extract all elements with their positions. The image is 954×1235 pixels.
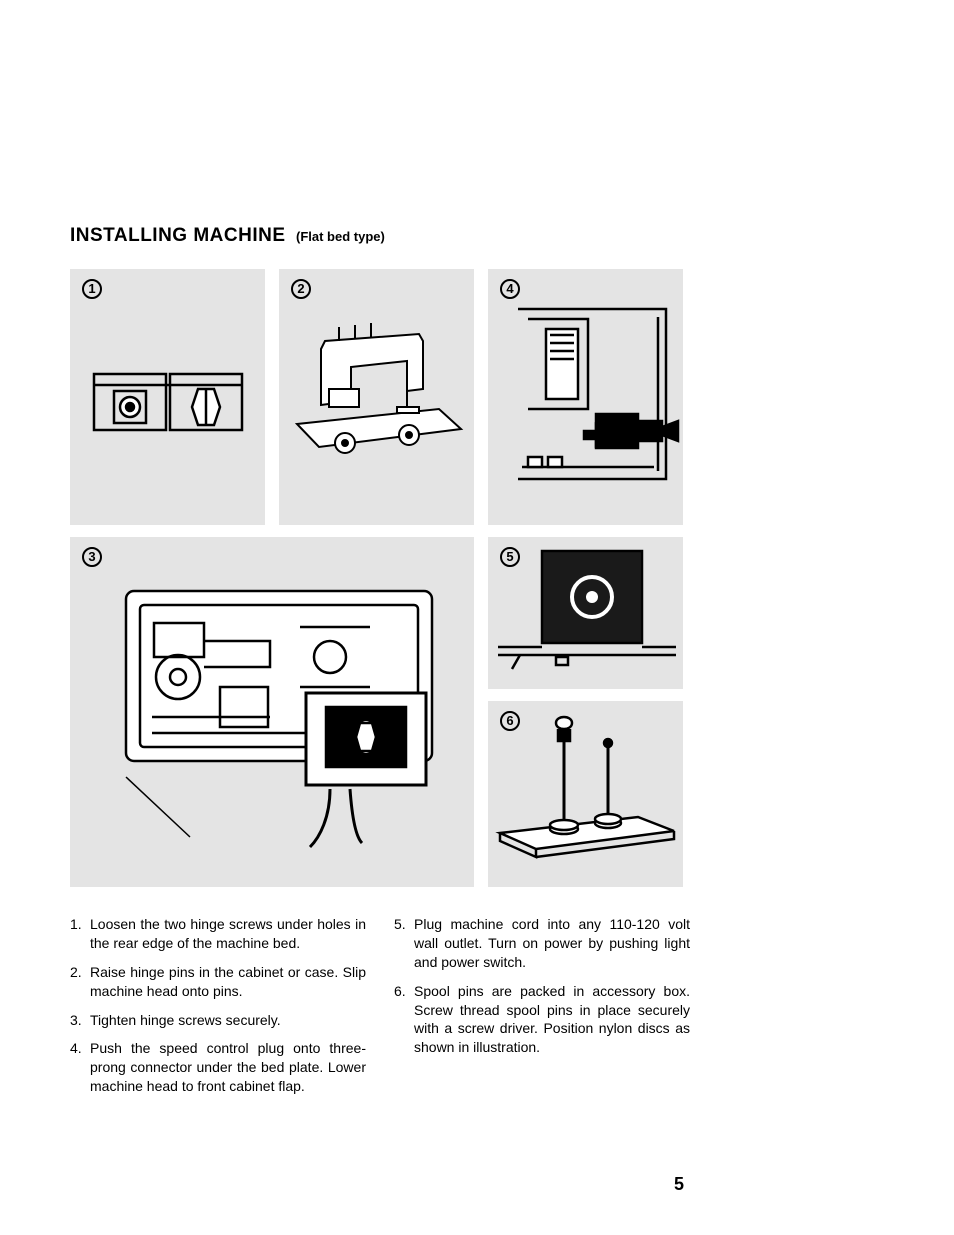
step-number: 4.	[70, 1039, 90, 1096]
step-text: Raise hinge pins in the cabinet or case.…	[90, 963, 366, 1001]
step-text: Tighten hinge screws securely.	[90, 1011, 366, 1030]
figure-panel-6: 6	[488, 701, 683, 887]
figure-panel-5: 5	[488, 537, 683, 689]
figure-grid: 1 2	[70, 269, 684, 887]
machine-on-bed-illustration	[279, 269, 474, 525]
instructions-col-left: 1.Loosen the two hinge screws under hole…	[70, 915, 366, 1106]
spool-pins-illustration	[488, 701, 683, 887]
instructions: 1.Loosen the two hinge screws under hole…	[70, 915, 690, 1106]
panel-number: 5	[500, 547, 520, 567]
step-number: 5.	[394, 915, 414, 972]
panel-number: 1	[82, 279, 102, 299]
manual-page: INSTALLING MACHINE (Flat bed type) 1	[70, 225, 690, 1106]
page-heading: INSTALLING MACHINE (Flat bed type)	[70, 225, 690, 247]
step-item: 6.Spool pins are packed in accessory box…	[394, 982, 690, 1058]
figure-panel-3: 3	[70, 537, 474, 887]
steps-left: 1.Loosen the two hinge screws under hole…	[70, 915, 366, 1096]
figure-panel-1: 1	[70, 269, 265, 525]
step-item: 5.Plug machine cord into any 110-120 vol…	[394, 915, 690, 972]
step-text: Plug machine cord into any 110-120 volt …	[414, 915, 690, 972]
figure-panel-4: 4	[488, 269, 683, 525]
panel-number: 6	[500, 711, 520, 731]
step-number: 3.	[70, 1011, 90, 1030]
step-number: 2.	[70, 963, 90, 1001]
hinge-holes-illustration	[70, 269, 265, 525]
step-number: 6.	[394, 982, 414, 1058]
step-item: 1.Loosen the two hinge screws under hole…	[70, 915, 366, 953]
step-item: 4.Push the speed control plug onto three…	[70, 1039, 366, 1096]
heading-sub: (Flat bed type)	[296, 229, 385, 244]
step-text: Push the speed control plug onto three-p…	[90, 1039, 366, 1096]
step-number: 1.	[70, 915, 90, 953]
step-item: 2.Raise hinge pins in the cabinet or cas…	[70, 963, 366, 1001]
heading-main: INSTALLING MACHINE	[70, 225, 286, 246]
plug-connector-illustration	[488, 269, 683, 525]
instructions-col-right: 5.Plug machine cord into any 110-120 vol…	[394, 915, 690, 1106]
panel-number: 3	[82, 547, 102, 567]
underside-mechanism-illustration	[70, 537, 474, 887]
panel-number: 2	[291, 279, 311, 299]
steps-right: 5.Plug machine cord into any 110-120 vol…	[394, 915, 690, 1057]
step-item: 3.Tighten hinge screws securely.	[70, 1011, 366, 1030]
step-text: Spool pins are packed in accessory box. …	[414, 982, 690, 1058]
panel-number: 4	[500, 279, 520, 299]
step-text: Loosen the two hinge screws under holes …	[90, 915, 366, 953]
page-number: 5	[674, 1174, 684, 1195]
figure-panel-2: 2	[279, 269, 474, 525]
